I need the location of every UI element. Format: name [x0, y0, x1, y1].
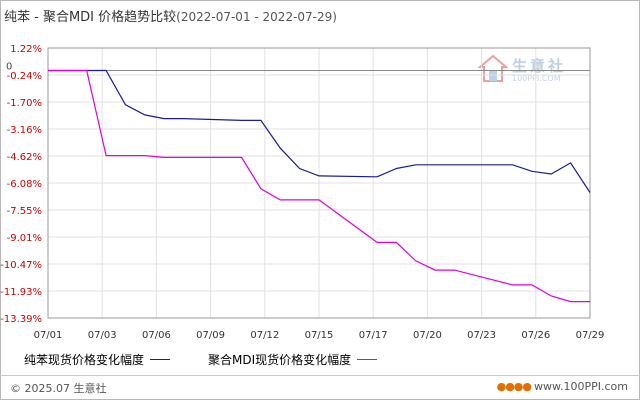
x-tick-label: 07/17 [359, 330, 388, 341]
legend-item-mdi: 聚合MDI现货价格变化幅度 [208, 351, 378, 368]
y-tick-label: -10.47% [0, 260, 42, 271]
x-tick-label: 07/23 [467, 330, 496, 341]
x-tick-label: 07/29 [576, 330, 605, 341]
legend-item-benzene: 纯苯现货价格变化幅度 [24, 351, 171, 368]
chart-axes: 0 [6, 47, 591, 319]
footer-site-link[interactable]: ●●●● www.100PPI.com [497, 380, 628, 393]
chart-title-text: 纯苯 - 聚合MDI 价格趋势比较 [4, 10, 177, 25]
y-tick-label: 1.22% [10, 44, 42, 55]
legend-swatch [150, 359, 171, 360]
y-tick-label: -7.55% [7, 206, 42, 217]
chart-series [48, 69, 591, 303]
chart-legend: 纯苯现货价格变化幅度 聚合MDI现货价格变化幅度 [24, 351, 415, 368]
series-line-0 [48, 69, 591, 193]
x-tick-label: 07/15 [305, 330, 334, 341]
watermark-url: 100PPI.COM [512, 74, 561, 83]
chart-grid [47, 47, 591, 319]
plot-border [47, 47, 591, 319]
footer: © 2025.07 生意社 ●●●● www.100PPI.com [0, 375, 640, 400]
chart-date-range: (2022-07-01 - 2022-07-29) [176, 10, 337, 24]
series-line-1 [48, 69, 590, 303]
dots-icon: ●●●● [496, 380, 532, 393]
y-tick-label: -0.24% [7, 71, 42, 82]
x-tick-label: 07/01 [34, 330, 63, 341]
x-tick-label: 07/20 [413, 330, 442, 341]
y-tick-label: -1.70% [7, 98, 42, 109]
y-tick-label: -9.01% [7, 233, 42, 244]
x-tick-label: 07/09 [196, 330, 225, 341]
y-tick-label: -13.39% [0, 314, 42, 325]
y-tick-label: -3.16% [7, 125, 42, 136]
y-tick-label: -4.62% [7, 152, 42, 163]
y-tick-label: -11.93% [0, 287, 42, 298]
x-tick-label: 07/12 [250, 330, 279, 341]
x-axis-labels: 07/01 07/03 07/06 07/09 07/12 07/15 07/17 07/20… [34, 330, 605, 341]
y-tick-label: -6.08% [7, 179, 42, 190]
y-axis-labels: 1.22% -0.24% -1.70% -3.16% -4.62% -6.08% -7.55… [0, 44, 42, 325]
footer-url: www.100PPI.com [534, 380, 628, 393]
zero-label: 0 [6, 62, 12, 73]
x-tick-label: 07/03 [88, 330, 117, 341]
legend-swatch [357, 359, 378, 360]
chart-title: 纯苯 - 聚合MDI 价格趋势比较(2022-07-01 - 2022-07-2… [4, 6, 337, 25]
footer-copyright: © 2025.07 生意社 [10, 382, 107, 395]
x-tick-label: 07/26 [521, 330, 550, 341]
x-tick-label: 07/06 [142, 330, 171, 341]
legend-label: 纯苯现货价格变化幅度 [24, 353, 145, 367]
legend-label: 聚合MDI现货价格变化幅度 [208, 353, 352, 367]
